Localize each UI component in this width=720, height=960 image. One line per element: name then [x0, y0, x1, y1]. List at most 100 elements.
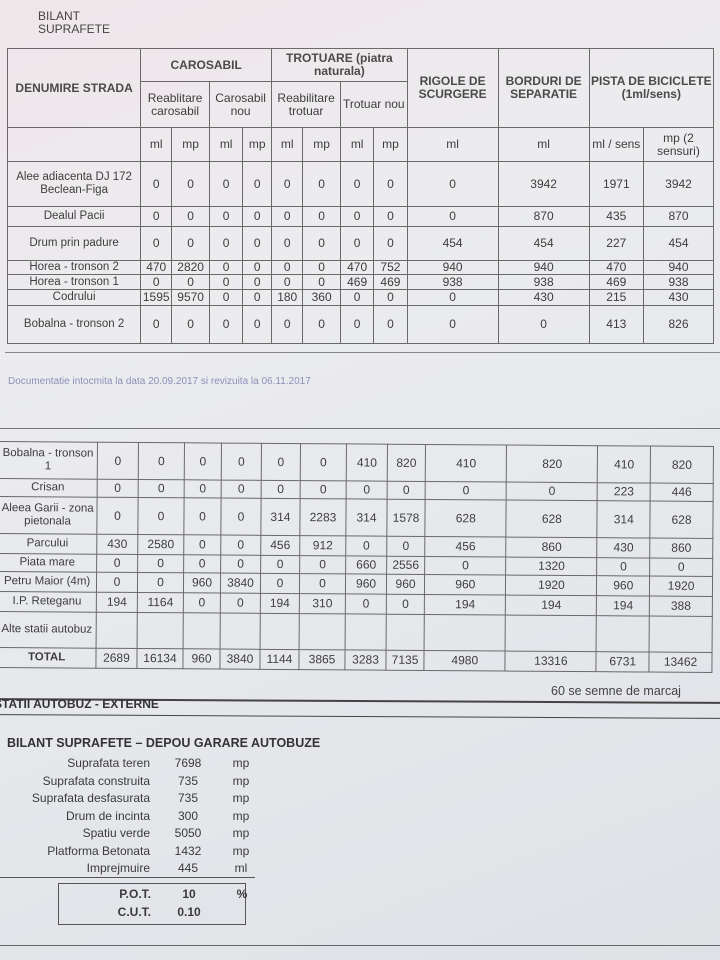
cell-value: 820 — [650, 446, 714, 484]
cell-value: 456 — [260, 535, 300, 556]
cell-value: 940 — [643, 260, 714, 275]
depou-row: Suprafata desfasurata 735 mp — [0, 791, 320, 807]
cell-value: 0 — [497, 305, 590, 344]
cell-value: 0 — [424, 556, 507, 576]
units-blank — [6, 127, 142, 162]
pot-unit: % — [236, 887, 248, 901]
cell-value: 826 — [643, 305, 714, 344]
cell-value: 0 — [220, 480, 262, 499]
depou-value: 1432 — [174, 843, 202, 858]
depou-unit: mp — [232, 791, 250, 805]
cell-value: 938 — [643, 274, 714, 290]
cell-value: 938 — [406, 274, 499, 290]
depou-unit: mp — [232, 773, 250, 788]
cell-value — [298, 613, 346, 650]
cell-value: 3942 — [497, 161, 590, 207]
cell-value: 454 — [643, 226, 714, 261]
depou-row: Spatiu verde 5050 mp — [0, 826, 320, 842]
cell-value: 0 — [220, 443, 262, 481]
depou-value: 300 — [177, 808, 199, 823]
cell-value: 0 — [242, 206, 273, 227]
cell-value: 227 — [588, 226, 645, 261]
cell-value: 0 — [184, 479, 221, 499]
cell-value: 0 — [220, 498, 262, 536]
cell-value: 9570 — [171, 289, 210, 306]
cell-value — [649, 616, 713, 653]
cell-value — [596, 615, 650, 653]
cell-value: 912 — [299, 535, 347, 556]
depou-value: 7698 — [174, 756, 202, 770]
cell-value: 0 — [299, 555, 347, 574]
cell-value: 0 — [597, 557, 650, 577]
page-title: BILANT SUPRAFETE — [38, 9, 111, 36]
header-name: DENUMIRE STRADA — [6, 48, 142, 128]
street-name: Bobalna - tronson 2 — [6, 305, 142, 344]
street-name: Codrului — [6, 289, 142, 306]
cell-value — [424, 614, 506, 652]
depou-value: 735 — [177, 791, 199, 805]
cell-value: 0 — [208, 274, 244, 290]
cell-value: 870 — [643, 206, 714, 227]
cut-label: C.U.T. — [117, 905, 151, 919]
depou-title: BILANT SUPRAFETE – DEPOU GARARE AUTOBUZE — [7, 736, 321, 750]
header-reabilitare-carosabil: Reablitare carosabil — [140, 81, 210, 128]
cell-value: 430 — [497, 289, 590, 306]
cell-value: 0 — [339, 226, 375, 261]
cell-value: 0 — [208, 206, 244, 227]
divider — [0, 428, 720, 429]
cell-value: 0 — [208, 305, 244, 344]
cell-value: 0 — [346, 480, 388, 500]
cell-value: 0 — [271, 206, 304, 227]
header-rigole: RIGOLE DE SCURGERE — [406, 48, 499, 128]
cell-value: 410 — [346, 443, 388, 482]
cell-value: 435 — [588, 206, 645, 227]
cell-value: 310 — [299, 593, 346, 614]
cell-value: 0 — [506, 482, 598, 501]
depou-value: 5050 — [174, 826, 202, 840]
cell-value: 1144 — [260, 649, 299, 670]
cell-value: 0 — [140, 206, 173, 227]
cell-value: 0 — [373, 289, 408, 306]
cell-value: 0 — [271, 226, 304, 261]
cell-value: 0 — [242, 260, 273, 275]
unit-header: ml — [406, 127, 499, 162]
unit-header: ml — [140, 127, 173, 162]
divider — [0, 714, 720, 719]
cell-value: 0 — [137, 497, 185, 535]
street-name: Parcului — [0, 533, 98, 555]
cell-value: 410 — [425, 444, 507, 483]
cell-value: 0 — [208, 260, 244, 275]
cell-value: 469 — [339, 274, 375, 290]
cell-value: 1595 — [140, 289, 173, 306]
cell-value: 0 — [220, 535, 262, 556]
unit-header: mp — [302, 127, 341, 162]
cell-value: 960 — [345, 573, 387, 595]
cell-value: 4980 — [424, 650, 506, 672]
cell-value: 0 — [96, 554, 138, 573]
depou-row: Drum de incinta 300 mp — [0, 809, 320, 825]
depou-row: Suprafata teren 7698 mp — [0, 756, 320, 772]
depou-label: Suprafata construita — [42, 773, 150, 788]
cell-value: 3840 — [219, 649, 261, 670]
cell-value: 0 — [171, 206, 210, 227]
cell-value: 0 — [208, 289, 244, 306]
pot-value: 10 — [182, 887, 196, 901]
cell-value: 3865 — [298, 649, 346, 670]
cell-value: 180 — [271, 289, 304, 306]
cell-value: 960 — [596, 575, 650, 597]
cell-value: 0 — [184, 534, 221, 556]
cell-value: 0 — [302, 161, 341, 207]
cell-value: 13316 — [505, 651, 597, 672]
header-carosabil-nou: Carosabil nou — [208, 81, 273, 128]
cell-value: 0 — [242, 161, 273, 207]
street-name: Petru Maior (4m) — [0, 571, 97, 593]
cell-value: 194 — [260, 593, 300, 614]
cell-value: 0 — [271, 274, 304, 290]
street-name: Horea - tronson 2 — [6, 260, 142, 275]
cell-value: 0 — [339, 161, 375, 207]
table-row: Bobalna - tronson 2 0 0 0 0 0 0 0 0 0 0 413 826 — [6, 305, 714, 344]
unit-header: mp — [171, 127, 210, 162]
cell-value: 0 — [406, 206, 499, 227]
depou-unit: mp — [232, 808, 250, 823]
unit-header: ml / sens — [588, 127, 645, 162]
